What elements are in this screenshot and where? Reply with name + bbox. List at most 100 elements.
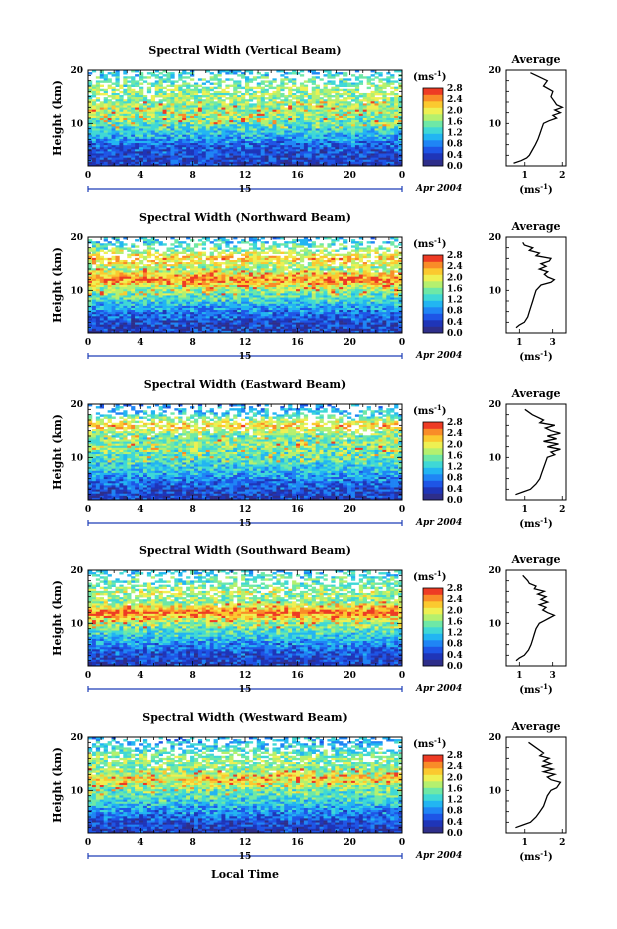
heatmap-cell <box>296 99 301 102</box>
heatmap-cell <box>350 126 356 129</box>
heatmap-cell <box>350 111 356 115</box>
heatmap-cell <box>288 289 293 292</box>
heatmap-cell <box>209 124 214 127</box>
heatmap-cell <box>91 103 97 106</box>
heatmap-cell <box>335 266 340 269</box>
heatmap-cell <box>99 155 104 158</box>
heatmap-cell <box>217 251 222 254</box>
heatmap-cell <box>103 145 108 148</box>
heatmap-cell <box>382 122 387 125</box>
heatmap-cell <box>111 111 116 115</box>
heatmap-cell <box>350 268 356 271</box>
heatmap-cell <box>327 287 332 290</box>
heatmap-cell <box>358 153 364 156</box>
heatmap-cell <box>315 147 320 150</box>
heatmap-cell <box>245 155 250 158</box>
heatmap-cell <box>260 122 265 125</box>
heatmap-cell <box>252 128 258 131</box>
heatmap-cell <box>107 274 112 277</box>
heatmap-cell <box>111 88 116 92</box>
heatmap-cell <box>350 287 356 290</box>
heatmap-cell <box>366 120 371 123</box>
heatmap-cell <box>119 285 124 288</box>
heatmap-cell <box>245 99 250 102</box>
heatmap-cell <box>264 274 269 277</box>
heatmap-cell <box>276 245 281 248</box>
heatmap-cell <box>292 159 297 163</box>
heatmap-cell <box>260 249 265 252</box>
heatmap-cell <box>217 122 222 125</box>
heatmap-cell <box>135 128 140 131</box>
heatmap-cell <box>123 287 128 290</box>
heatmap-cell <box>174 122 179 125</box>
heatmap-cell <box>370 105 375 108</box>
heatmap-cell <box>315 115 320 119</box>
heatmap-cell <box>107 285 112 288</box>
heatmap-cell <box>343 272 348 275</box>
heatmap-cell <box>394 130 399 133</box>
heatmap-cell <box>398 128 403 131</box>
heatmap-cell <box>213 109 218 113</box>
heatmap-cell <box>350 262 356 265</box>
heatmap-cell <box>248 107 254 110</box>
heatmap-cell <box>158 115 163 119</box>
heatmap-cell <box>209 88 214 92</box>
heatmap-cell <box>248 266 254 269</box>
heatmap-cell <box>209 163 214 167</box>
heatmap-cell <box>319 287 324 290</box>
heatmap-cell <box>139 134 144 138</box>
heatmap-cell <box>347 280 352 284</box>
heatmap-cell <box>123 76 128 79</box>
heatmap-cell <box>319 155 324 158</box>
heatmap-cell <box>146 132 152 135</box>
heatmap-cell <box>111 97 116 100</box>
heatmap-cell <box>119 109 124 113</box>
colorbar-swatch <box>423 114 443 121</box>
heatmap-cell <box>174 239 179 242</box>
heatmap-cell <box>347 90 352 94</box>
heatmap-cell <box>303 161 309 165</box>
heatmap-cell <box>103 115 108 119</box>
heatmap-cell <box>335 113 340 117</box>
heatmap-cell <box>398 118 403 121</box>
heatmap-cell <box>390 97 395 100</box>
heatmap-cell <box>339 151 344 154</box>
heatmap-cell <box>91 122 97 125</box>
heatmap-cell <box>362 157 367 161</box>
heatmap-cell <box>111 147 116 150</box>
heatmap-cell <box>146 149 152 152</box>
heatmap-cell <box>315 126 320 129</box>
heatmap-cell <box>111 243 116 246</box>
heatmap-cell <box>347 82 352 85</box>
heatmap-cell <box>319 149 324 152</box>
heatmap-cell <box>350 130 356 133</box>
heatmap-cell <box>252 155 258 158</box>
heatmap-cell <box>131 118 136 121</box>
heatmap-cell <box>386 147 391 150</box>
heatmap-cell <box>182 111 187 115</box>
heatmap-cell <box>162 130 167 133</box>
heatmap-cell <box>88 255 93 259</box>
heatmap-cell <box>99 88 104 92</box>
heatmap-cell <box>182 132 187 135</box>
heatmap-cell <box>150 109 156 113</box>
heatmap-cell <box>170 84 175 87</box>
heatmap-cell <box>315 163 320 167</box>
heatmap-cell <box>323 105 328 108</box>
heatmap-cell <box>343 120 348 123</box>
colorbar-swatch <box>423 88 443 95</box>
heatmap-cell <box>350 264 356 267</box>
heatmap-cell <box>366 128 371 131</box>
heatmap-cell <box>276 151 281 154</box>
heatmap-cell <box>288 136 293 140</box>
heatmap-cell <box>272 237 277 240</box>
heatmap-cell <box>241 109 246 113</box>
heatmap-cell <box>154 70 159 73</box>
heatmap-cell <box>354 245 360 248</box>
heatmap-cell <box>103 97 108 100</box>
heatmap-cell <box>248 155 254 158</box>
heatmap-cell <box>174 282 179 286</box>
heatmap-cell <box>174 241 179 244</box>
heatmap-cell <box>252 147 258 150</box>
heatmap-cell <box>327 161 332 165</box>
